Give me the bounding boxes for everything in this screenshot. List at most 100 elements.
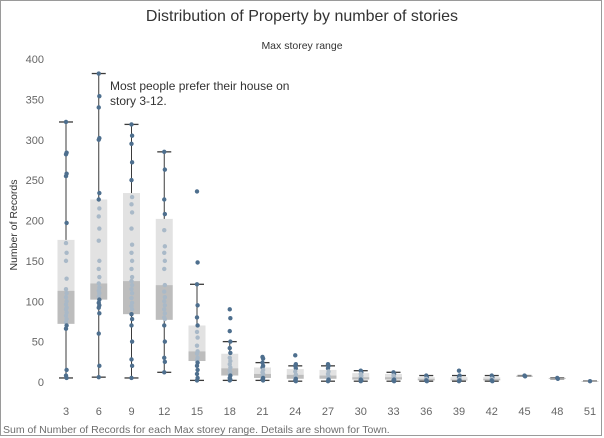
data-point bbox=[129, 311, 134, 317]
data-point bbox=[97, 311, 102, 316]
data-point bbox=[129, 226, 134, 231]
data-point bbox=[227, 307, 232, 312]
data-point bbox=[162, 244, 168, 249]
data-point bbox=[129, 133, 135, 138]
data-point bbox=[97, 363, 102, 369]
data-point bbox=[96, 281, 101, 286]
data-point bbox=[96, 137, 101, 142]
data-point bbox=[522, 374, 528, 379]
data-point bbox=[162, 339, 168, 344]
data-point bbox=[162, 258, 168, 264]
data-point bbox=[162, 167, 168, 172]
data-point bbox=[64, 375, 69, 381]
data-point bbox=[96, 197, 101, 202]
data-point bbox=[97, 190, 102, 196]
data-point bbox=[227, 378, 232, 383]
data-point bbox=[129, 323, 134, 328]
data-point bbox=[227, 345, 232, 351]
data-point bbox=[587, 378, 593, 384]
data-point bbox=[194, 351, 200, 356]
data-point bbox=[162, 370, 167, 375]
data-point bbox=[97, 93, 102, 99]
data-point bbox=[64, 276, 69, 281]
data-point bbox=[456, 368, 462, 373]
data-point bbox=[129, 177, 134, 183]
data-point bbox=[96, 105, 101, 110]
data-point bbox=[129, 274, 135, 280]
x-tick-label: 42 bbox=[486, 406, 498, 418]
y-tick-label: 250 bbox=[26, 175, 44, 187]
data-point bbox=[228, 350, 233, 356]
data-point bbox=[64, 367, 69, 373]
data-point bbox=[129, 266, 134, 272]
data-point bbox=[162, 149, 167, 155]
data-point bbox=[162, 266, 167, 272]
data-point bbox=[424, 378, 430, 384]
data-point bbox=[129, 357, 134, 362]
data-point bbox=[194, 378, 200, 383]
data-point bbox=[490, 378, 495, 384]
data-point bbox=[162, 355, 167, 360]
y-tick-label: 300 bbox=[26, 135, 44, 147]
data-point bbox=[63, 240, 69, 246]
data-point bbox=[162, 311, 168, 316]
data-point bbox=[162, 303, 168, 308]
x-tick-label: 6 bbox=[96, 406, 102, 418]
data-point bbox=[194, 329, 200, 335]
data-point bbox=[63, 286, 69, 292]
data-point bbox=[456, 378, 462, 384]
data-point bbox=[129, 282, 135, 288]
data-point bbox=[63, 326, 69, 331]
data-point bbox=[195, 260, 200, 265]
data-point bbox=[97, 274, 102, 280]
chart-footer-note: Sum of Number of Records for each Max st… bbox=[3, 424, 390, 436]
y-axis-title: Number of Records bbox=[8, 179, 20, 270]
data-point bbox=[129, 194, 135, 200]
data-point bbox=[96, 71, 101, 76]
x-tick-label: 12 bbox=[158, 406, 170, 418]
data-point bbox=[162, 299, 167, 304]
data-point bbox=[129, 363, 135, 369]
y-tick-label: 0 bbox=[38, 377, 44, 389]
data-point bbox=[162, 295, 168, 300]
data-point bbox=[129, 160, 135, 165]
data-point bbox=[194, 371, 200, 377]
data-point bbox=[129, 307, 135, 312]
data-point bbox=[194, 315, 200, 320]
data-point bbox=[97, 206, 102, 211]
data-point bbox=[129, 258, 135, 264]
data-point bbox=[260, 378, 266, 383]
data-point bbox=[96, 331, 101, 336]
data-point bbox=[162, 282, 168, 288]
data-point bbox=[195, 303, 200, 308]
x-tick-label: 39 bbox=[453, 406, 465, 418]
x-tick-label: 18 bbox=[224, 406, 236, 418]
data-point bbox=[63, 258, 69, 264]
data-point bbox=[293, 353, 298, 358]
data-point bbox=[194, 282, 200, 287]
data-point bbox=[260, 356, 266, 361]
data-point bbox=[63, 119, 69, 125]
data-point bbox=[96, 266, 101, 272]
y-tick-label: 200 bbox=[26, 216, 44, 228]
x-tick-label: 15 bbox=[191, 406, 203, 418]
data-point bbox=[194, 343, 200, 348]
data-point bbox=[129, 375, 134, 381]
data-point bbox=[228, 316, 233, 321]
data-point bbox=[129, 210, 135, 215]
data-point bbox=[63, 295, 69, 300]
x-tick-label: 27 bbox=[322, 406, 334, 418]
data-point bbox=[358, 378, 363, 384]
data-point bbox=[162, 227, 167, 233]
data-point bbox=[129, 202, 134, 207]
x-tick-label: 48 bbox=[551, 406, 563, 418]
data-point bbox=[64, 290, 69, 296]
data-point bbox=[162, 359, 168, 365]
data-point bbox=[129, 290, 135, 296]
x-tick-label: 33 bbox=[387, 406, 399, 418]
data-point bbox=[129, 122, 134, 127]
x-tick-label: 3 bbox=[63, 406, 69, 418]
x-tick-label: 45 bbox=[518, 406, 530, 418]
data-point bbox=[129, 242, 135, 247]
